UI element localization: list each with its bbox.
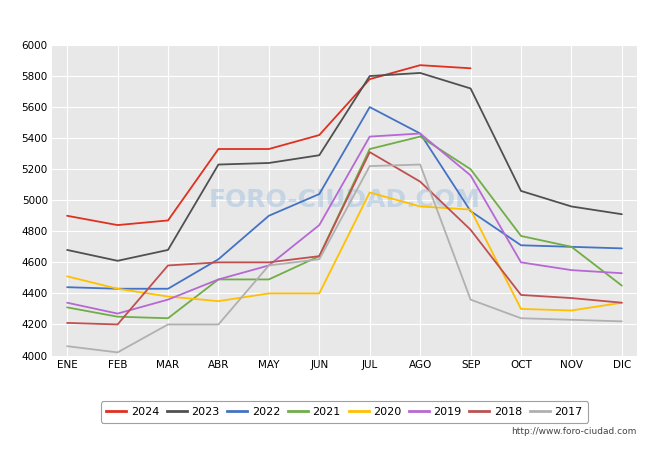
Text: Afiliados en Calafell a 30/9/2024: Afiliados en Calafell a 30/9/2024 — [179, 11, 471, 29]
Legend: 2024, 2023, 2022, 2021, 2020, 2019, 2018, 2017: 2024, 2023, 2022, 2021, 2020, 2019, 2018… — [101, 401, 588, 423]
Text: http://www.foro-ciudad.com: http://www.foro-ciudad.com — [512, 428, 637, 436]
Text: FORO-CIUDAD.COM: FORO-CIUDAD.COM — [209, 188, 480, 212]
